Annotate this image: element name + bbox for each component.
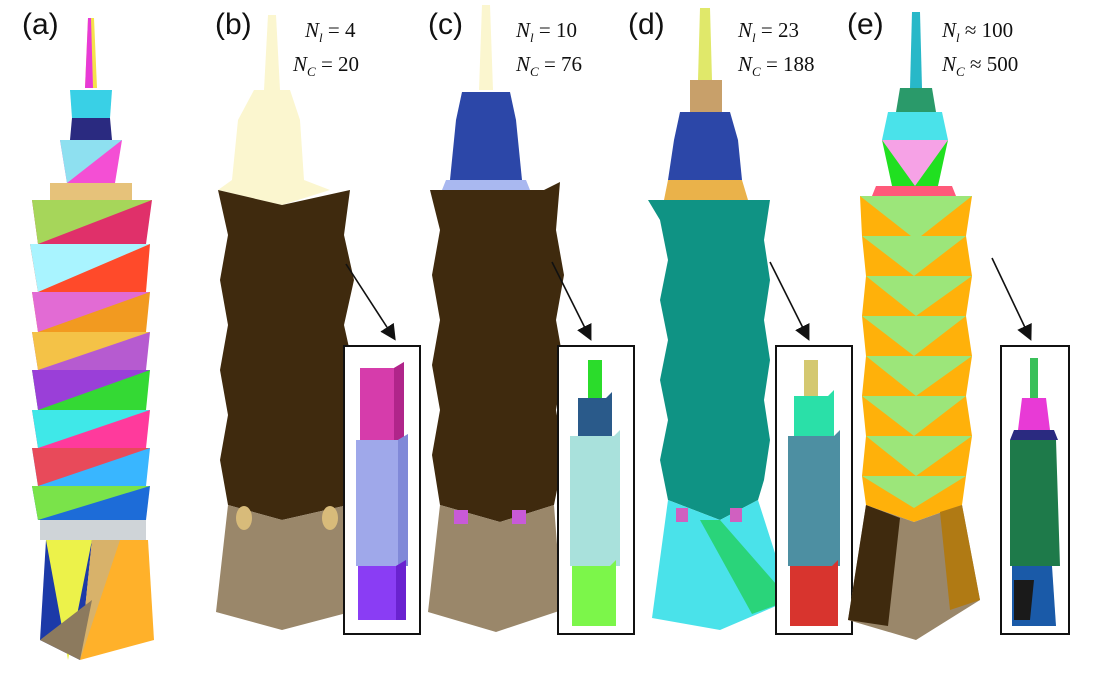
inset-b — [343, 263, 421, 635]
panel-label-e: (e) — [847, 8, 884, 41]
panel-label-b: (b) — [215, 8, 252, 41]
nc-value-d: 188 — [783, 52, 815, 77]
inset-c — [551, 261, 635, 635]
inset-d — [769, 261, 853, 635]
nl-value-d: 23 — [777, 18, 799, 42]
nc-value-e: 500 — [986, 52, 1019, 77]
tower-c — [428, 5, 564, 632]
panel-label-d: (d) — [628, 8, 665, 41]
tower-d — [648, 8, 790, 630]
tower-a — [30, 18, 154, 660]
nl-value-e: 100 — [981, 18, 1014, 42]
inset-e — [991, 257, 1070, 635]
tower-e — [848, 12, 980, 640]
panel-label-a: (a) — [22, 8, 59, 41]
nc-value-c: 76 — [561, 52, 583, 77]
panel-label-c: (c) — [428, 8, 463, 41]
annotation-e: Nl ≈ 100 NC ≈ 500 — [942, 18, 1019, 80]
annotation-b: Nl = 4 NC = 20 — [293, 18, 360, 80]
annotation-d: Nl = 23 NC = 188 — [738, 18, 815, 80]
annotation-c: Nl = 10 NC = 76 — [516, 18, 583, 80]
nl-value-b: 4 — [344, 18, 356, 42]
tower-b — [216, 15, 358, 630]
nl-value-c: 10 — [555, 18, 577, 42]
nc-value-b: 20 — [338, 52, 360, 77]
